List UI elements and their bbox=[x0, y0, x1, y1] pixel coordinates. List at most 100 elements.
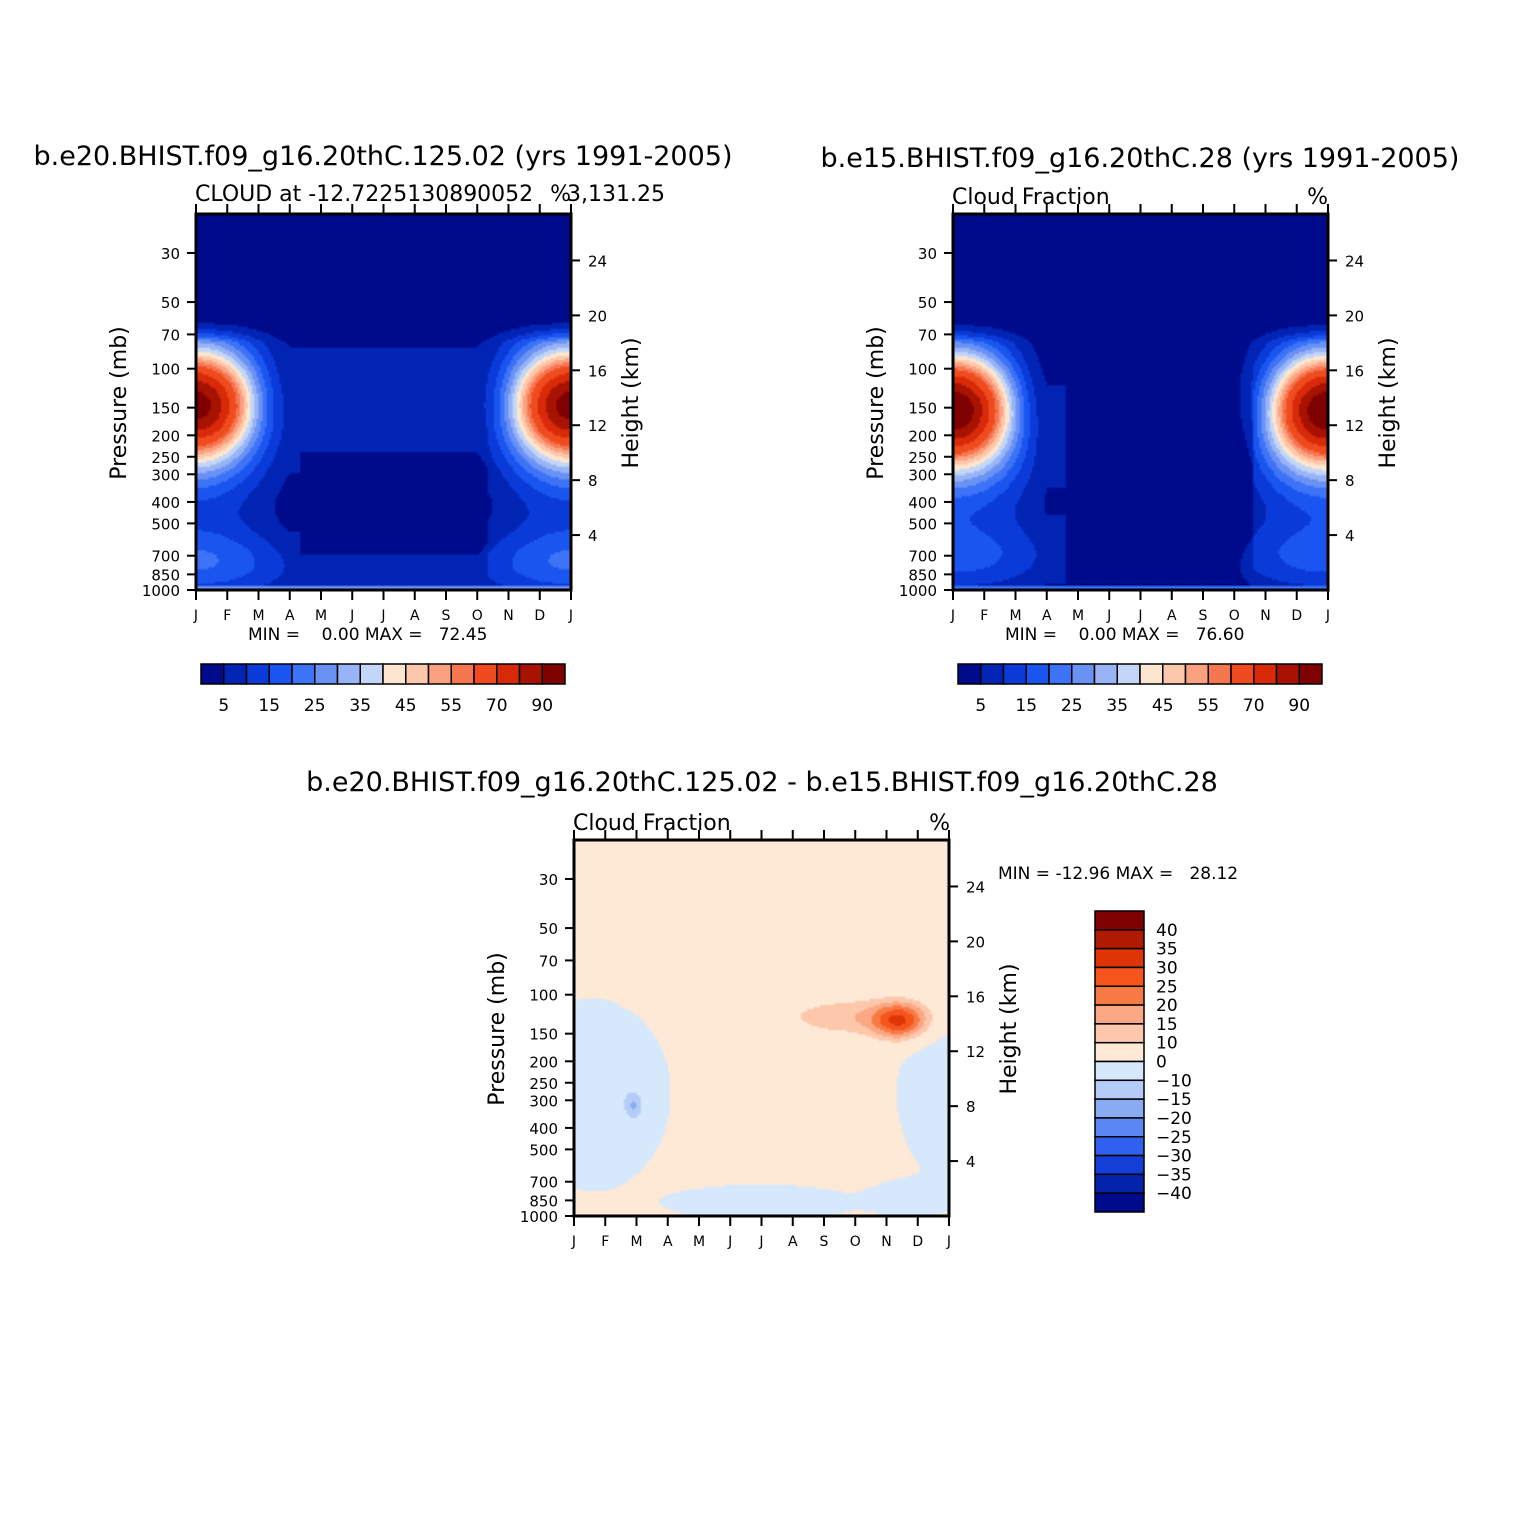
left-panel-field bbox=[196, 214, 571, 590]
left-panel-height-tick-label: 16 bbox=[588, 362, 607, 380]
left-panel-pressure-tick-label: 150 bbox=[151, 400, 180, 418]
diff-panel-colorbar-label: −10 bbox=[1156, 1071, 1192, 1091]
diff-panel-height-tick-label: 24 bbox=[966, 878, 985, 896]
right-panel-pressure-tick-label: 700 bbox=[908, 548, 937, 566]
diff-panel-colorbar-box bbox=[1094, 1098, 1145, 1119]
diff-panel-colorbar-box bbox=[1094, 929, 1145, 950]
left-panel-pressure-tick-label: 50 bbox=[161, 294, 180, 312]
diff-panel-colorbar-label: 0 bbox=[1156, 1053, 1167, 1073]
left-panel-colorbar-box bbox=[223, 663, 248, 685]
right-panel-pressure-tick-label: 1000 bbox=[899, 582, 937, 600]
diff-panel-colorbar-label: 30 bbox=[1156, 958, 1178, 978]
right-panel-height-tick-label: 20 bbox=[1345, 307, 1364, 325]
left-panel-colorbar-label: 15 bbox=[258, 696, 280, 716]
left-panel-height-tick-label: 20 bbox=[588, 307, 607, 325]
left-panel-unit: % bbox=[550, 182, 571, 207]
diff-panel-colorbar-label: −35 bbox=[1156, 1165, 1192, 1185]
right-panel-field bbox=[953, 214, 1328, 590]
diff-panel-pressure-tick-label: 100 bbox=[529, 987, 558, 1005]
right-panel-pressure-tick-label: 70 bbox=[918, 326, 937, 344]
right-panel-month-label: J bbox=[950, 608, 955, 624]
diff-panel-height-tick-label: 16 bbox=[966, 988, 985, 1006]
right-panel-pressure-tick-label: 100 bbox=[908, 361, 937, 379]
right-panel-pressure-tick-label: 200 bbox=[908, 427, 937, 445]
right-panel-colorbar-box bbox=[957, 663, 982, 685]
diff-panel-colorbar-label: 10 bbox=[1156, 1034, 1178, 1054]
right-panel-colorbar-box bbox=[1002, 663, 1027, 685]
diff-panel-month-label: O bbox=[850, 1234, 861, 1250]
diff-panel-colorbar-box bbox=[1094, 1023, 1145, 1044]
diff-panel-colorbar-label: −15 bbox=[1156, 1090, 1192, 1110]
diff-panel-colorbar-label: −20 bbox=[1156, 1109, 1192, 1129]
right-panel-colorbar-label: 70 bbox=[1243, 696, 1265, 716]
diff-panel-month-label: A bbox=[663, 1234, 673, 1250]
left-panel-colorbar-box bbox=[473, 663, 498, 685]
left-panel-stats: MIN = 0.00 MAX = 72.45 bbox=[248, 625, 487, 645]
diff-panel-pressure-tick-label: 850 bbox=[529, 1192, 558, 1210]
diff-panel-pressure-tick-label: 150 bbox=[529, 1026, 558, 1044]
right-panel-pressure-tick-label: 30 bbox=[918, 245, 937, 263]
right-panel-unit: % bbox=[1307, 185, 1328, 210]
left-panel-pressure-tick-label: 850 bbox=[151, 566, 180, 584]
left-panel-colorbar-label: 55 bbox=[440, 696, 462, 716]
diff-panel-pressure-tick-label: 250 bbox=[529, 1075, 558, 1093]
diff-panel-height-tick-label: 4 bbox=[966, 1153, 976, 1171]
left-panel-height-tick-label: 12 bbox=[588, 417, 607, 435]
diff-panel-height-tick-label: 8 bbox=[966, 1098, 976, 1116]
right-panel-colorbar-box bbox=[1207, 663, 1232, 685]
diff-panel-colorbar-box bbox=[1094, 1117, 1145, 1138]
right-panel-colorbar-box bbox=[980, 663, 1005, 685]
left-panel-colorbar-box bbox=[200, 663, 225, 685]
left-panel-month-label: J bbox=[380, 608, 385, 624]
diff-panel-colorbar-label: −40 bbox=[1156, 1184, 1192, 1204]
right-panel-month-label: A bbox=[1167, 608, 1177, 624]
diff-panel-colorbar-box bbox=[1094, 1041, 1145, 1063]
left-panel-month-label: J bbox=[568, 608, 573, 624]
left-panel-month-label: S bbox=[442, 608, 451, 624]
right-panel-colorbar-box bbox=[1071, 663, 1096, 685]
right-panel-colorbar-label: 90 bbox=[1288, 696, 1310, 716]
left-panel-colorbar-box bbox=[291, 663, 316, 685]
diff-panel-month-label: A bbox=[788, 1234, 798, 1250]
diff-panel-colorbar-box bbox=[1094, 1192, 1145, 1213]
left-panel-height-tick-label: 8 bbox=[588, 472, 598, 490]
left-panel-colorbar-label: 25 bbox=[304, 696, 326, 716]
right-panel-height-tick-label: 16 bbox=[1345, 362, 1364, 380]
right-panel-ylabel-right: Height (km) bbox=[1376, 337, 1401, 468]
left-panel-month-label: M bbox=[315, 608, 327, 624]
diff-panel-pressure-tick-label: 200 bbox=[529, 1053, 558, 1071]
diff-panel-colorbar-box bbox=[1094, 985, 1145, 1006]
diff-panel-colorbar-label: −25 bbox=[1156, 1128, 1192, 1148]
right-panel-height-tick-label: 4 bbox=[1345, 527, 1355, 545]
left-panel-ylabel-right: Height (km) bbox=[619, 337, 644, 468]
right-panel-colorbar-label: 25 bbox=[1061, 696, 1083, 716]
right-panel-ylabel: Pressure (mb) bbox=[864, 326, 889, 480]
right-panel-colorbar-box bbox=[1025, 663, 1050, 685]
left-panel-colorbar-box bbox=[382, 663, 407, 685]
left-panel-pressure-tick-label: 70 bbox=[161, 326, 180, 344]
left-panel-pressure-tick-label: 30 bbox=[161, 245, 180, 263]
diff-panel-colorbar-box bbox=[1094, 1154, 1145, 1176]
left-panel-month-label: J bbox=[349, 608, 354, 624]
diff-panel-colorbar-box bbox=[1094, 1136, 1145, 1157]
right-panel-height-tick-label: 8 bbox=[1345, 472, 1355, 490]
left-panel-ylabel: Pressure (mb) bbox=[107, 326, 132, 480]
diff-panel-month-label: J bbox=[758, 1234, 763, 1250]
diff-panel-month-label: S bbox=[820, 1234, 829, 1250]
left-panel-month-label: D bbox=[534, 608, 545, 624]
left-panel-colorbar-label: 35 bbox=[349, 696, 371, 716]
diff-panel-pressure-tick-label: 70 bbox=[539, 952, 558, 970]
right-panel-title: b.e15.BHIST.f09_g16.20thC.28 (yrs 1991-2… bbox=[821, 143, 1460, 174]
diff-panel-colorbar-label: −30 bbox=[1156, 1147, 1192, 1167]
left-panel-pressure-tick-label: 1000 bbox=[142, 582, 180, 600]
right-panel-month-label: A bbox=[1042, 608, 1052, 624]
left-panel-month-label: F bbox=[223, 608, 231, 624]
right-panel-colorbar-label: 15 bbox=[1015, 696, 1037, 716]
right-panel-pressure-tick-label: 250 bbox=[908, 449, 937, 467]
left-panel-colorbar-box bbox=[450, 663, 475, 685]
left-panel-colorbar-box bbox=[245, 663, 270, 685]
diff-panel-height-tick-label: 20 bbox=[966, 933, 985, 951]
left-panel-colorbar-label: 70 bbox=[486, 696, 508, 716]
diff-panel-month-label: M bbox=[693, 1234, 705, 1250]
